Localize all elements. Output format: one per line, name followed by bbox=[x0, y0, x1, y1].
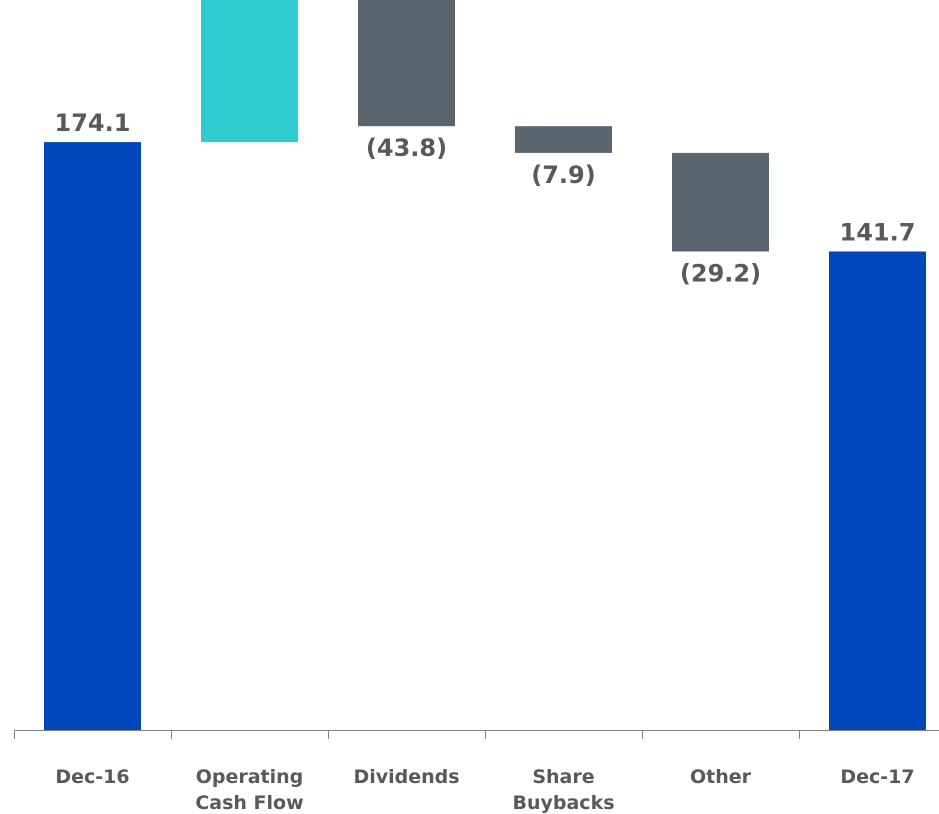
data-label-share-buybacks: (7.9) bbox=[531, 161, 595, 189]
bar-dec-17 bbox=[829, 251, 926, 730]
category-label-line: Cash Flow bbox=[195, 792, 303, 814]
category-label-line: Dec-17 bbox=[840, 766, 914, 788]
data-labels: 174.148.5(43.8)(7.9)(29.2)141.7 bbox=[55, 109, 916, 288]
data-label-other: (29.2) bbox=[680, 260, 761, 288]
category-label-dec-17: Dec-17 bbox=[840, 766, 914, 788]
data-label-dec-16: 174.1 bbox=[55, 109, 131, 137]
bar-other bbox=[672, 152, 769, 252]
data-label-dec-17: 141.7 bbox=[840, 219, 916, 247]
bar-dec-16 bbox=[44, 142, 141, 731]
data-label-dividends: (43.8) bbox=[366, 134, 447, 162]
category-label-other: Other bbox=[690, 766, 752, 788]
bar-operating-cash-flow bbox=[201, 0, 298, 143]
category-label-line: Buybacks bbox=[512, 792, 614, 814]
category-labels: Dec-16 Operating Cash Flow Dividends Share Bu… bbox=[55, 766, 914, 814]
category-label-dec-16: Dec-16 bbox=[55, 766, 129, 788]
bar-dividends bbox=[358, 0, 455, 127]
x-axis bbox=[14, 730, 939, 739]
category-label-line: Share bbox=[532, 766, 594, 788]
category-label-line: Dec-16 bbox=[55, 766, 129, 788]
category-label-share-buybacks: Share Buybacks bbox=[512, 766, 614, 814]
category-label-operating-cash-flow: Operating Cash Flow bbox=[195, 766, 303, 814]
bar-share-buybacks bbox=[515, 126, 612, 153]
category-label-line: Dividends bbox=[353, 766, 459, 788]
category-label-dividends: Dividends bbox=[353, 766, 459, 788]
category-label-line: Other bbox=[690, 766, 752, 788]
category-label-line: Operating bbox=[196, 766, 304, 788]
bars-layer bbox=[44, 0, 926, 731]
